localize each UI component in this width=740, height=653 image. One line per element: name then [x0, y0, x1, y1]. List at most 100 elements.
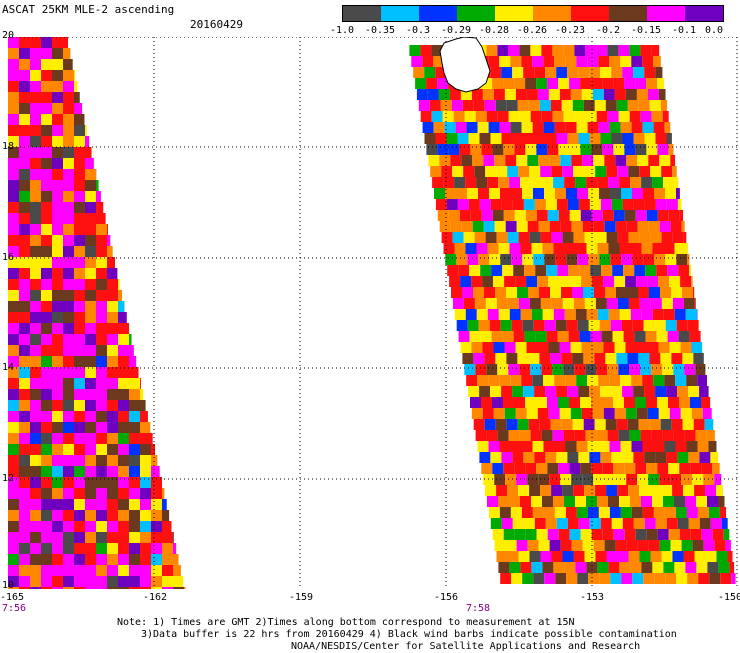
swath-cell: [689, 518, 700, 529]
swath-cell: [41, 268, 52, 279]
swath-cell: [533, 122, 544, 133]
swath-cell: [639, 419, 650, 430]
swath-cell: [421, 111, 432, 122]
swath-cell: [19, 521, 30, 532]
swath-cell: [704, 540, 715, 551]
pass-time-left: 7:56: [2, 603, 26, 614]
swath-cell: [666, 452, 677, 463]
swath-cell: [644, 67, 655, 78]
swath-cell: [162, 554, 173, 565]
swath-cell: [472, 408, 483, 419]
swath-cell: [52, 257, 63, 268]
swath-cell: [596, 364, 607, 375]
swath-cell: [63, 202, 74, 213]
swath-cell: [506, 221, 517, 232]
swath-cell: [624, 397, 635, 408]
swath-cell: [696, 430, 707, 441]
swath-cell: [552, 298, 563, 309]
swath-cell: [499, 243, 510, 254]
swath-cell: [508, 551, 519, 562]
swath-cell: [495, 540, 506, 551]
swath-cell: [74, 180, 85, 191]
swath-cell: [19, 279, 30, 290]
swath-cell: [705, 419, 714, 430]
swath-cell: [118, 356, 129, 367]
swath-cell: [544, 441, 555, 452]
swath-cell: [574, 45, 585, 56]
swath-cell: [30, 510, 41, 521]
swath-cell: [107, 444, 118, 455]
swath-cell: [495, 221, 506, 232]
swath-cell: [30, 279, 41, 290]
swath-cell: [85, 455, 96, 466]
swath-cell: [692, 408, 703, 419]
swath-cell: [646, 144, 657, 155]
swath-cell: [604, 155, 615, 166]
swath-cell: [107, 312, 118, 323]
swath-cell: [697, 375, 707, 386]
lon-tick--153: -153: [580, 592, 604, 603]
swath-cell: [550, 540, 561, 551]
swath-cell: [19, 543, 30, 554]
swath-cell: [543, 56, 554, 67]
swath-cell: [522, 188, 533, 199]
swath-cell: [74, 103, 82, 114]
swath-cell: [74, 279, 85, 290]
swath-cell: [520, 496, 531, 507]
swath-cell: [542, 111, 553, 122]
swath-cell: [577, 507, 588, 518]
swath-cell: [129, 565, 140, 576]
swath-cell: [488, 309, 499, 320]
swath-cell: [527, 155, 538, 166]
swath-cell: [19, 213, 30, 224]
swath-cell: [518, 166, 529, 177]
swath-cell: [631, 56, 642, 67]
swath-cell: [539, 221, 550, 232]
swath-cell: [118, 532, 129, 543]
swath-cell: [655, 320, 666, 331]
swath-cell: [528, 353, 539, 364]
swath-cell: [607, 45, 618, 56]
swath-cell: [19, 532, 30, 543]
swath-cell: [696, 496, 707, 507]
swath-cell: [622, 320, 633, 331]
swath-cell: [557, 199, 568, 210]
swath-cell: [510, 56, 521, 67]
swath-cell: [30, 543, 41, 554]
swath-cell: [532, 375, 543, 386]
swath-cell: [151, 488, 162, 499]
swath-cell: [678, 199, 682, 210]
swath-cell: [688, 386, 699, 397]
swath-cell: [626, 155, 637, 166]
swath-cell: [619, 111, 630, 122]
swath-cell: [85, 378, 96, 389]
swath-cell: [629, 45, 640, 56]
swath-cell: [63, 136, 74, 147]
swath-cell: [465, 177, 476, 188]
swath-cell: [96, 290, 107, 301]
colorbar-labels: -1.0 -0.35 -0.3 -0.29 -0.28 -0.26 -0.23 …: [330, 25, 730, 37]
swath-cell: [675, 309, 686, 320]
swath-cell: [419, 100, 430, 111]
swath-cell: [517, 540, 528, 551]
swath-cell: [428, 155, 439, 166]
swath-cell: [544, 573, 555, 584]
swath-cell: [63, 301, 74, 312]
swath-cell: [607, 298, 618, 309]
pass-time-right: 7:58: [466, 603, 490, 614]
swath-cell: [667, 518, 678, 529]
swath-cell: [661, 166, 672, 177]
swath-cell: [494, 408, 505, 419]
swath-cell: [107, 323, 118, 334]
swath-cell: [8, 103, 19, 114]
swath-cell: [476, 430, 487, 441]
swath-cell: [538, 155, 549, 166]
swath-cell: [30, 378, 41, 389]
lat-tick-12: 12: [2, 473, 14, 484]
swath-cell: [162, 543, 173, 554]
swath-cell: [52, 301, 63, 312]
swath-cell: [540, 166, 551, 177]
swath-cell: [8, 488, 19, 499]
swath-cell: [561, 540, 572, 551]
swath-cell: [687, 254, 689, 265]
